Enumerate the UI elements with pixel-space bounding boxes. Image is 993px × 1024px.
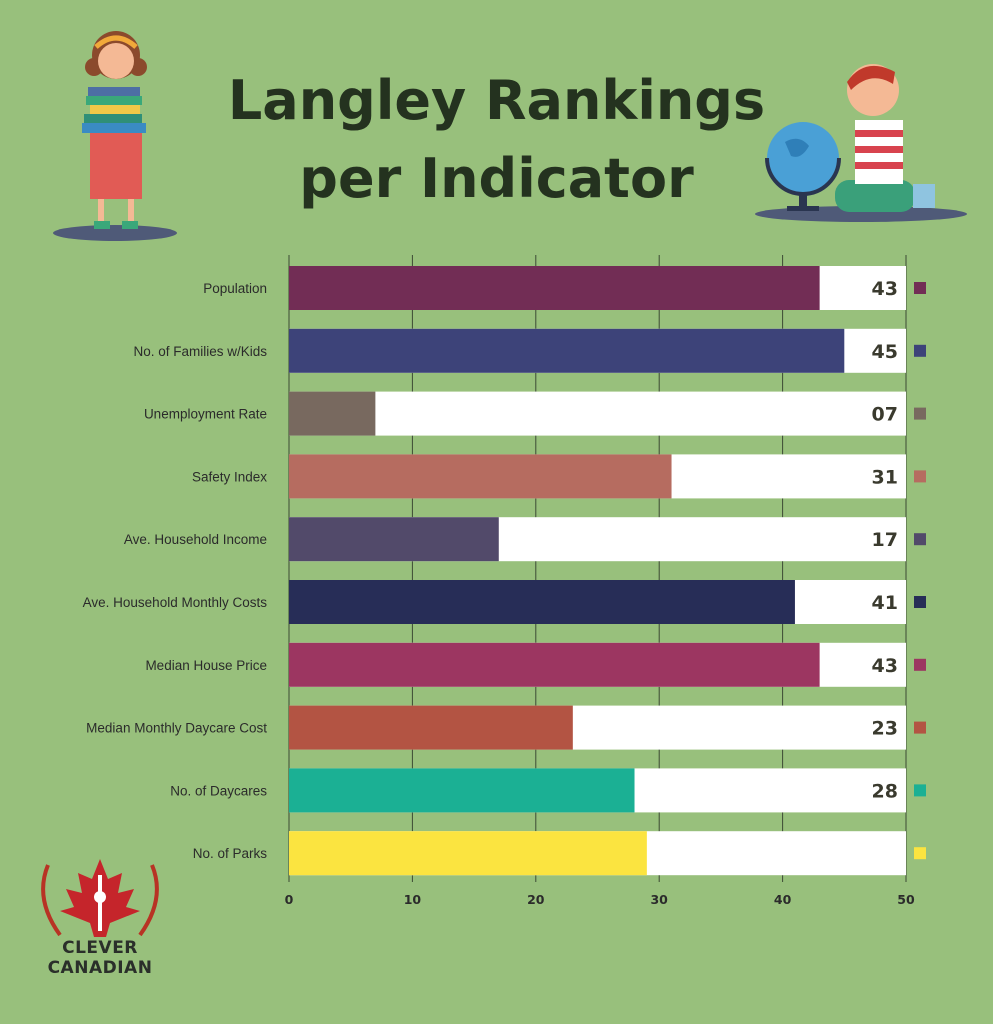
bars: Population 43 No. of Families w/Kids 45 Unem… — [83, 266, 926, 876]
category-label: No. of Families w/Kids — [133, 344, 267, 359]
boy-with-globe-illustration — [755, 64, 967, 222]
x-tick-label: 20 — [527, 892, 545, 907]
bar — [289, 642, 820, 687]
category-label: Population — [203, 281, 267, 296]
value-label: 07 — [872, 404, 898, 426]
category-label: Median Monthly Daycare Cost — [86, 721, 267, 736]
value-label: 43 — [872, 655, 898, 677]
legend-swatch — [914, 533, 926, 546]
value-label: 23 — [872, 718, 898, 740]
category-label: No. of Parks — [193, 846, 268, 861]
bar — [289, 328, 845, 373]
chart-title-line-2: per Indicator — [299, 147, 694, 210]
x-tick-label: 30 — [650, 892, 668, 907]
logo-text: CLEVER CANADIAN — [38, 938, 162, 978]
category-label: Safety Index — [192, 469, 267, 484]
chart-title-line-1: Langley Rankings — [227, 69, 766, 132]
legend-swatch — [914, 407, 926, 420]
bar — [289, 705, 573, 750]
bar — [289, 266, 820, 310]
logo-line-1: CLEVER — [62, 938, 138, 958]
bar-track — [289, 391, 906, 436]
legend-swatch — [914, 721, 926, 734]
x-tick-label: 40 — [774, 892, 792, 907]
bar — [289, 768, 635, 813]
value-label: 41 — [872, 592, 898, 614]
bar — [289, 580, 795, 624]
legend-swatch — [914, 470, 926, 483]
category-label: Ave. Household Income — [124, 532, 267, 547]
value-label: 45 — [872, 341, 898, 363]
value-label: 17 — [872, 529, 898, 551]
chart-title: Langley Rankings per Indicator — [0, 62, 993, 218]
bar — [289, 454, 672, 499]
value-label: 31 — [872, 466, 898, 488]
legend-swatch — [914, 344, 926, 357]
category-label: Ave. Household Monthly Costs — [83, 595, 268, 610]
legend-swatch — [914, 282, 926, 294]
bar — [289, 831, 647, 876]
category-label: No. of Daycares — [170, 783, 267, 798]
value-label: 28 — [872, 780, 898, 802]
legend-swatch — [914, 784, 926, 797]
x-tick-label: 50 — [897, 892, 915, 907]
category-label: Unemployment Rate — [144, 407, 267, 422]
legend-swatch — [914, 596, 926, 608]
girl-with-books-illustration — [53, 31, 177, 241]
clever-canadian-logo — [41, 859, 159, 937]
x-tick-label: 0 — [285, 892, 294, 907]
x-axis-ticks: 0 10 20 30 40 50 — [285, 892, 915, 907]
x-tick-label: 10 — [404, 892, 422, 907]
legend-swatch — [914, 847, 926, 860]
bar — [289, 517, 499, 562]
bar — [289, 391, 376, 436]
value-label: 43 — [872, 278, 898, 300]
logo-line-2: CANADIAN — [47, 958, 153, 978]
category-label: Median House Price — [145, 658, 267, 673]
legend-swatch — [914, 658, 926, 671]
